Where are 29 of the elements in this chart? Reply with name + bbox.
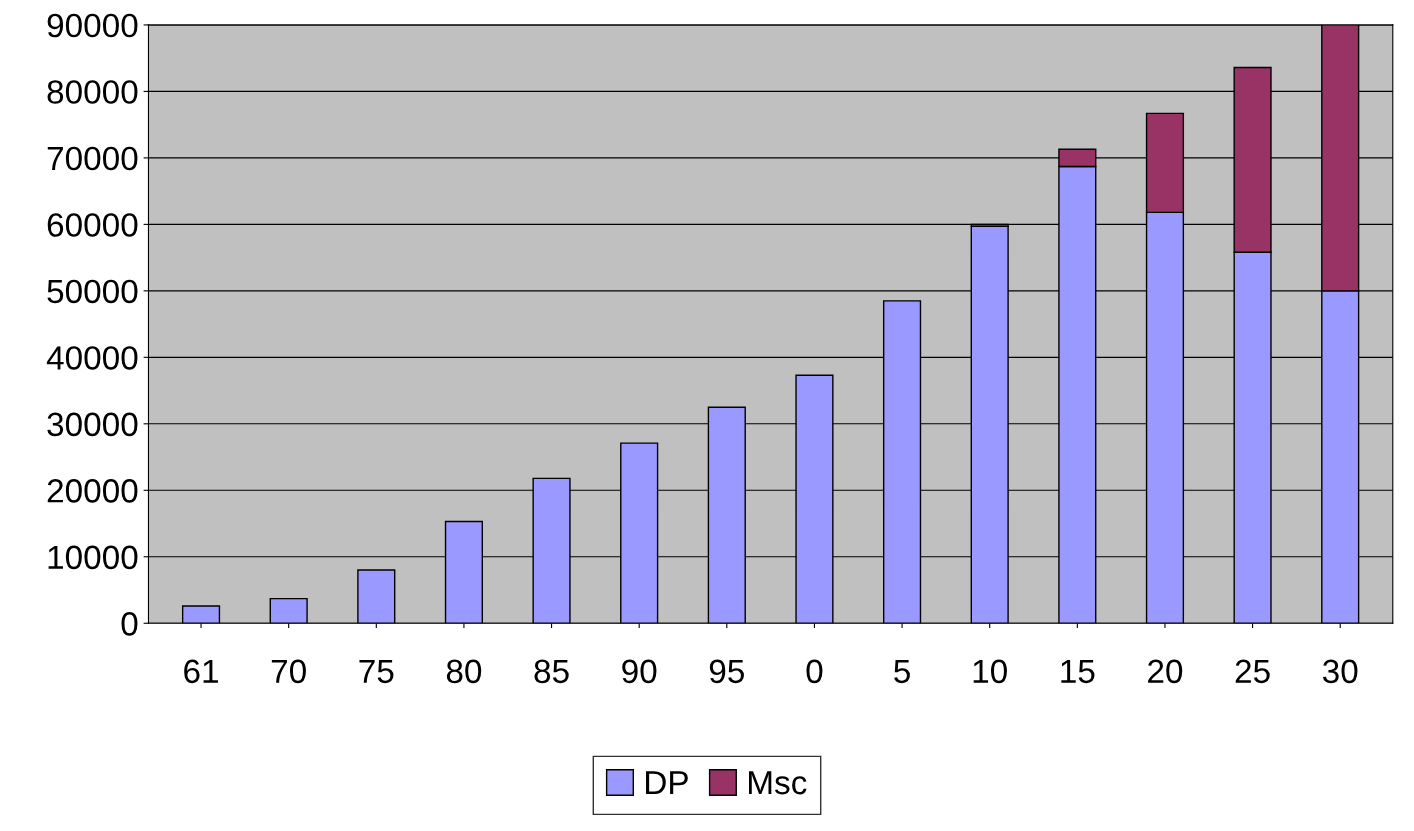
x-tick-label: 61 [184,659,218,684]
y-tick-label: 10000 [48,545,138,570]
x-tick-label: 10 [973,659,1007,684]
x-tick-label: 70 [271,659,306,684]
legend-label: DP [646,771,688,795]
x-tick-label: 0 [806,659,823,684]
x-tick-label: 20 [1148,659,1183,684]
x-tick-label: 15 [1061,659,1095,684]
y-tick-label: 30000 [47,412,138,437]
y-tick-label: 50000 [47,279,138,304]
y-tick-label: 60000 [47,213,138,237]
y-tick-label: 40000 [46,346,138,370]
legend-label: Msc [749,771,807,795]
y-tick-label: 90000 [47,13,138,38]
x-tick-label: 95 [709,659,744,684]
x-tick-label: 30 [1322,659,1358,684]
y-tick-label: 20000 [47,479,138,503]
y-tick-label: 80000 [47,80,138,104]
bar [181,605,221,624]
x-tick-label: 75 [359,659,394,684]
bar [269,597,308,624]
x-tick-label: 80 [446,659,482,684]
x-tick-label: 90 [622,659,657,684]
bar [357,569,396,624]
y-tick-label: 0 [121,612,138,636]
x-tick-label: 5 [894,659,910,684]
x-tick-label: 85 [534,659,569,684]
y-tick-label: 70000 [47,146,138,171]
x-tick-label: 25 [1235,659,1270,684]
